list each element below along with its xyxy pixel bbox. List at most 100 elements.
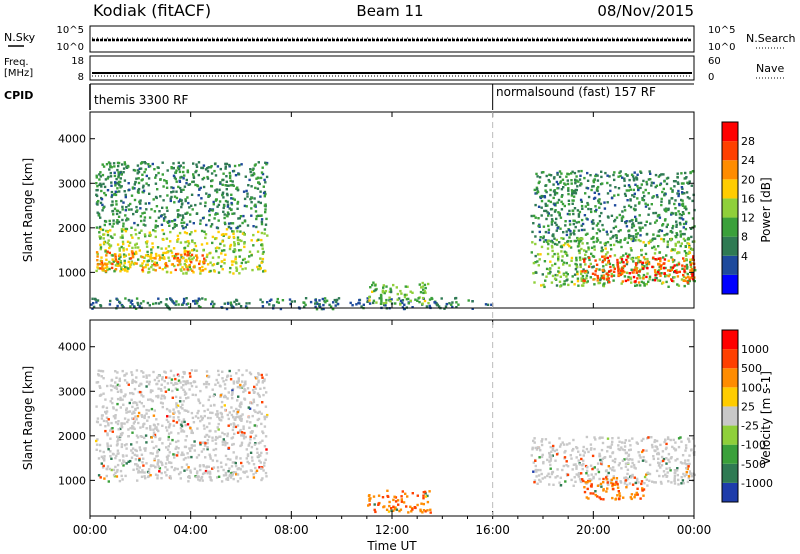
data-cell <box>679 461 683 464</box>
data-cell <box>262 250 265 254</box>
data-cell <box>411 508 414 511</box>
data-cell <box>262 185 265 188</box>
data-cell <box>248 391 251 394</box>
data-cell <box>682 482 685 485</box>
data-cell <box>184 456 187 460</box>
data-cell <box>563 280 566 283</box>
data-cell <box>654 211 658 215</box>
data-cell <box>102 182 105 186</box>
data-cell <box>132 401 135 405</box>
data-cell <box>198 267 201 270</box>
data-cell <box>222 172 225 175</box>
data-cell <box>190 444 193 447</box>
data-cell <box>97 369 100 372</box>
data-cell <box>629 247 633 250</box>
data-cell <box>110 194 114 197</box>
data-cell <box>145 385 148 388</box>
data-cell <box>164 465 167 469</box>
data-cell <box>574 192 578 195</box>
data-cell <box>641 198 644 201</box>
data-cell <box>121 205 124 209</box>
data-cell <box>682 222 686 226</box>
data-cell <box>639 170 642 173</box>
data-cell <box>613 171 616 174</box>
data-cell <box>558 481 561 484</box>
data-cell <box>115 203 118 206</box>
data-cell <box>240 434 243 437</box>
data-cell <box>101 173 105 177</box>
data-cell <box>630 493 634 496</box>
data-cell <box>646 203 649 207</box>
data-cell <box>106 230 110 234</box>
data-cell <box>222 380 225 383</box>
data-cell <box>242 385 245 388</box>
data-cell <box>688 279 691 283</box>
data-cell <box>610 478 614 481</box>
data-cell <box>206 175 209 179</box>
data-cell <box>200 229 204 233</box>
data-cell <box>237 409 240 412</box>
data-cell <box>427 301 430 305</box>
data-cell <box>173 264 176 268</box>
data-cell <box>603 456 606 459</box>
data-cell <box>243 245 246 249</box>
data-cell <box>208 435 211 438</box>
data-cell <box>566 243 570 246</box>
data-cell <box>203 230 206 233</box>
data-cell <box>653 481 656 484</box>
data-cell <box>169 199 172 203</box>
data-cell <box>175 402 178 405</box>
data-cell <box>99 449 102 453</box>
data-cell <box>679 436 682 439</box>
data-cell <box>130 299 134 302</box>
data-cell <box>689 265 693 268</box>
data-cell <box>161 402 164 405</box>
data-cell <box>250 239 253 242</box>
data-cell <box>176 234 180 238</box>
data-cell <box>644 202 647 205</box>
data-cell <box>159 460 162 464</box>
data-cell <box>252 167 255 170</box>
data-cell <box>686 272 689 276</box>
data-cell <box>243 398 247 401</box>
data-cell <box>137 191 140 194</box>
data-cell <box>648 170 651 173</box>
data-cell <box>133 221 136 225</box>
data-cell <box>586 466 589 469</box>
data-cell <box>260 261 263 264</box>
data-cell <box>205 192 208 195</box>
data-cell <box>131 378 135 382</box>
data-cell <box>546 247 550 250</box>
data-cell <box>617 270 620 273</box>
data-cell <box>606 450 609 453</box>
data-cell <box>424 510 427 513</box>
data-cell <box>161 376 164 379</box>
data-cell <box>236 385 240 389</box>
data-cell <box>136 479 139 482</box>
data-cell <box>665 274 668 277</box>
data-cell <box>416 494 419 497</box>
data-cell <box>423 290 426 293</box>
data-cell <box>197 453 201 457</box>
data-cell <box>426 500 430 504</box>
data-cell <box>246 453 250 456</box>
data-cell <box>98 178 101 181</box>
data-cell <box>579 265 582 269</box>
data-cell <box>557 182 560 186</box>
data-cell <box>167 438 170 441</box>
data-cell <box>134 407 137 411</box>
data-cell <box>543 476 547 479</box>
data-cell <box>594 273 597 276</box>
data-cell <box>213 169 216 173</box>
data-cell <box>117 428 120 431</box>
data-cell <box>111 385 115 388</box>
data-cell <box>116 438 120 442</box>
data-cell <box>161 442 164 445</box>
data-cell <box>637 481 640 484</box>
data-cell <box>596 462 600 465</box>
data-cell <box>593 178 596 182</box>
data-cell <box>156 263 159 267</box>
data-cell <box>140 414 143 417</box>
data-cell <box>611 468 614 472</box>
data-cell <box>540 455 544 459</box>
